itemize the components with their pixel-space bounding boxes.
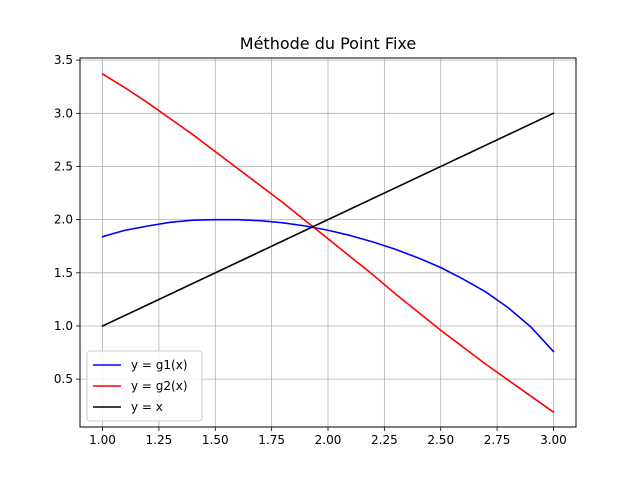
- chart-title: Méthode du Point Fixe: [240, 34, 416, 53]
- x-tick-label: 1.75: [258, 433, 285, 447]
- legend-box: [86, 350, 203, 422]
- x-axis: 1.00 1.25 1.50 1.75 2.00 2.25 2.50 2.75 3.00: [89, 427, 567, 447]
- x-tick-label: 3.00: [540, 433, 567, 447]
- x-tick-label: 2.50: [427, 433, 454, 447]
- y-tick-label: 2.5: [54, 159, 73, 173]
- y-tick-label: 3.5: [54, 53, 73, 67]
- y-tick-label: 2.0: [54, 213, 73, 227]
- series-layer: [101, 72, 555, 414]
- y-tick-label: 1.5: [54, 266, 73, 280]
- series-line-1: [101, 218, 555, 353]
- x-tick-label: 1.25: [146, 433, 173, 447]
- y-tick-label: 1.0: [54, 319, 73, 333]
- x-tick-label: 2.75: [484, 433, 511, 447]
- x-tick-label: 2.00: [315, 433, 342, 447]
- x-tick-label: 1.50: [202, 433, 229, 447]
- y-axis: 0.5 1.0 1.5 2.0 2.5 3.0 3.5: [54, 53, 80, 386]
- legend-label: y = g1(x): [131, 358, 188, 372]
- legend-label: y = x: [131, 400, 163, 414]
- x-tick-label: 1.00: [89, 433, 116, 447]
- y-tick-label: 3.0: [54, 106, 73, 120]
- series-line-3: [101, 112, 555, 328]
- x-tick-label: 2.25: [371, 433, 398, 447]
- grid: [80, 58, 576, 427]
- legend: y = g1(x) y = g2(x) y = x: [86, 350, 203, 422]
- legend-label: y = g2(x): [131, 379, 188, 393]
- y-tick-label: 0.5: [54, 372, 73, 386]
- series-line-2: [101, 72, 555, 414]
